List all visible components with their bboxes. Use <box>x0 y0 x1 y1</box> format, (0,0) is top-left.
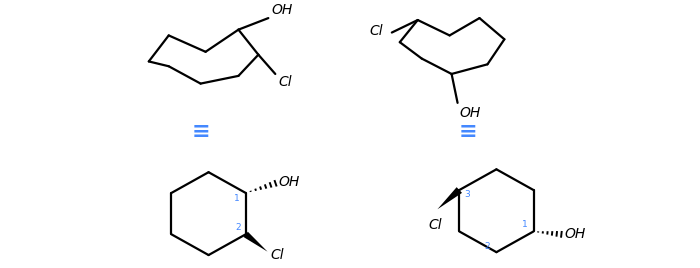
Text: Cl: Cl <box>370 24 384 38</box>
Polygon shape <box>438 187 462 209</box>
Text: ≡: ≡ <box>191 122 210 142</box>
Text: OH: OH <box>460 106 481 120</box>
Text: 2: 2 <box>484 242 490 251</box>
Polygon shape <box>244 232 267 252</box>
Text: Cl: Cl <box>271 248 284 262</box>
Text: 2: 2 <box>235 223 241 232</box>
Text: Cl: Cl <box>279 75 292 89</box>
Text: 3: 3 <box>464 190 470 199</box>
Text: OH: OH <box>272 3 293 17</box>
Text: Cl: Cl <box>428 218 442 232</box>
Text: 1: 1 <box>234 194 239 203</box>
Text: 1: 1 <box>522 220 527 229</box>
Text: OH: OH <box>279 175 300 189</box>
Text: OH: OH <box>564 227 586 241</box>
Text: ≡: ≡ <box>458 122 477 142</box>
